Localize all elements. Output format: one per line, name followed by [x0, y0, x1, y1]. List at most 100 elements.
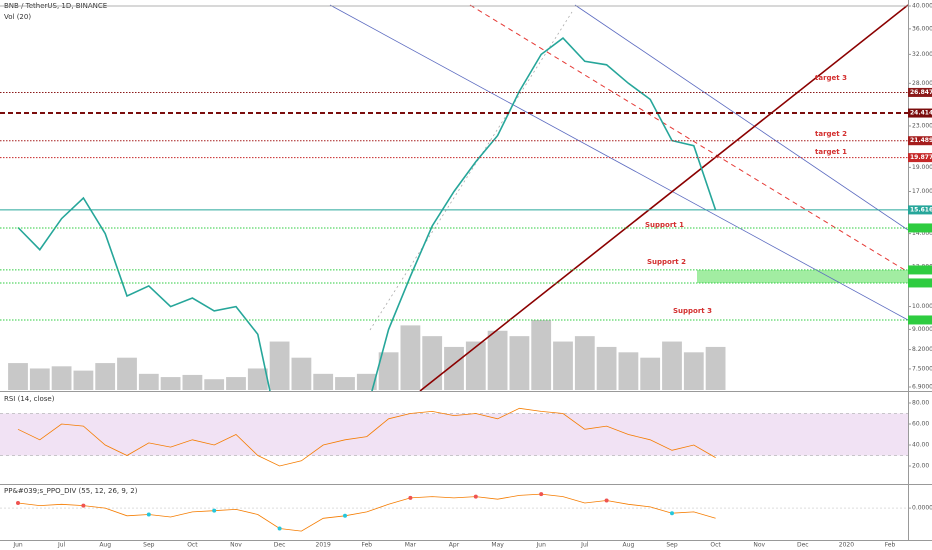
level-label: 24.4143	[910, 110, 932, 117]
y-tick-label: 9.0000	[912, 326, 932, 333]
volume-bar	[95, 363, 116, 390]
indicator-line	[17, 407, 716, 467]
ppo-dot	[343, 513, 347, 518]
volume-bar	[51, 366, 72, 390]
volume-bar	[247, 368, 268, 390]
volume-bar	[618, 352, 639, 390]
volume-bar	[574, 336, 595, 390]
volume-bar	[138, 373, 159, 390]
level-tag	[908, 108, 932, 118]
volume-bar	[378, 352, 399, 390]
rsi-title: RSI (14, close)	[4, 395, 55, 403]
volume-bar	[8, 363, 28, 390]
volume-bar	[356, 373, 377, 390]
y-tick-label: 60.00	[912, 421, 929, 428]
x-tick-label: 2020	[839, 542, 854, 549]
ppo-dot	[16, 501, 20, 506]
volume-bar	[487, 330, 508, 390]
volume-bar	[291, 357, 312, 390]
x-tick-label: Oct	[710, 542, 721, 549]
volume-bar	[269, 341, 290, 390]
volume-bar	[596, 346, 617, 390]
ppo-dot	[539, 492, 544, 497]
x-tick-label: Dec	[797, 542, 809, 549]
volume-bar	[662, 341, 682, 390]
x-tick-label: Sep	[143, 542, 155, 549]
x-tick-label: Nov	[230, 542, 242, 549]
x-tick-label: Mar	[405, 542, 417, 549]
level-tag	[908, 278, 932, 288]
volume-bar	[509, 336, 530, 390]
y-tick-label: 20.00	[912, 463, 929, 470]
ppo-title: PP&#039;s_PPO_DIV (55, 12, 26, 9, 2)	[4, 487, 138, 495]
y-tick-label: 80.00	[912, 400, 929, 407]
volume-bar	[640, 357, 661, 390]
level-tag	[908, 136, 932, 146]
level-tag	[908, 153, 932, 163]
x-tick-label: Oct	[187, 542, 198, 549]
x-tick-label: May	[491, 542, 504, 549]
ppo-dot	[212, 508, 217, 513]
x-tick-label: Jul	[580, 542, 589, 549]
volume-bar	[683, 352, 704, 390]
x-tick-label: Feb	[361, 542, 372, 549]
volume-bar	[705, 346, 726, 390]
volume-bar	[73, 370, 94, 390]
volume-bar	[160, 377, 181, 390]
y-tick-label: 19.0000	[912, 164, 932, 171]
volume-bar	[29, 368, 50, 390]
channel-upper	[574, 4, 908, 231]
level-label: 26.8474	[910, 89, 932, 96]
y-tick-label: 32.0000	[912, 51, 932, 58]
y-tick-label: 6.9000	[912, 384, 932, 391]
volume-bar	[531, 320, 552, 390]
volume-bar	[313, 373, 334, 390]
x-tick-label: Aug	[623, 542, 635, 549]
volume-bar	[444, 346, 464, 390]
y-tick-label: 36.0000	[912, 25, 932, 32]
volume-bar	[226, 377, 246, 390]
ppo-dot	[146, 512, 151, 517]
y-tick-label: 8.2000	[912, 346, 932, 353]
level-tag	[908, 223, 932, 233]
price-layer	[17, 37, 717, 391]
x-tick-label: Dec	[274, 542, 286, 549]
volume-bar	[400, 325, 421, 390]
ppo-dot	[670, 511, 674, 516]
indicator-line	[17, 493, 716, 532]
volume-bar	[335, 377, 355, 390]
y-tick-label: 0.0000	[912, 505, 932, 512]
rsi-band	[0, 413, 908, 456]
x-tick-label: Jun	[12, 542, 23, 549]
volume-bar	[182, 374, 203, 390]
level-tag	[908, 265, 932, 275]
volume-bar	[117, 357, 137, 390]
support-zone	[697, 270, 908, 283]
y-tick-label: 40.00	[912, 442, 929, 449]
level-label: 19.8775	[910, 154, 932, 161]
ppo-dot	[473, 494, 478, 499]
y-tick-label: 10.0000	[912, 303, 932, 310]
y-tick-label: 14.0000	[912, 230, 932, 237]
channel-lower	[329, 4, 908, 321]
x-tick-label: Aug	[99, 542, 111, 549]
annotation: Support 1	[645, 221, 684, 229]
level-label: 21.4893	[910, 137, 932, 144]
y-tick-label: 7.5000	[912, 365, 932, 372]
price-line	[17, 37, 717, 391]
ppo-dot	[408, 495, 413, 500]
annotation: target 3	[815, 74, 847, 82]
x-tick-label: Nov	[753, 542, 765, 549]
volume-bar	[553, 341, 573, 390]
annotation: target 1	[815, 148, 847, 156]
ppo-dot	[604, 498, 609, 503]
volume-bar	[204, 379, 225, 390]
level-tag	[908, 87, 932, 97]
annotation: Support 3	[673, 307, 712, 315]
ppo-dot	[81, 503, 86, 508]
x-tick-label: Feb	[885, 542, 896, 549]
annotation: Support 2	[647, 258, 686, 266]
level-label: 15.6168	[910, 206, 932, 213]
x-tick-label: Jul	[57, 542, 66, 549]
